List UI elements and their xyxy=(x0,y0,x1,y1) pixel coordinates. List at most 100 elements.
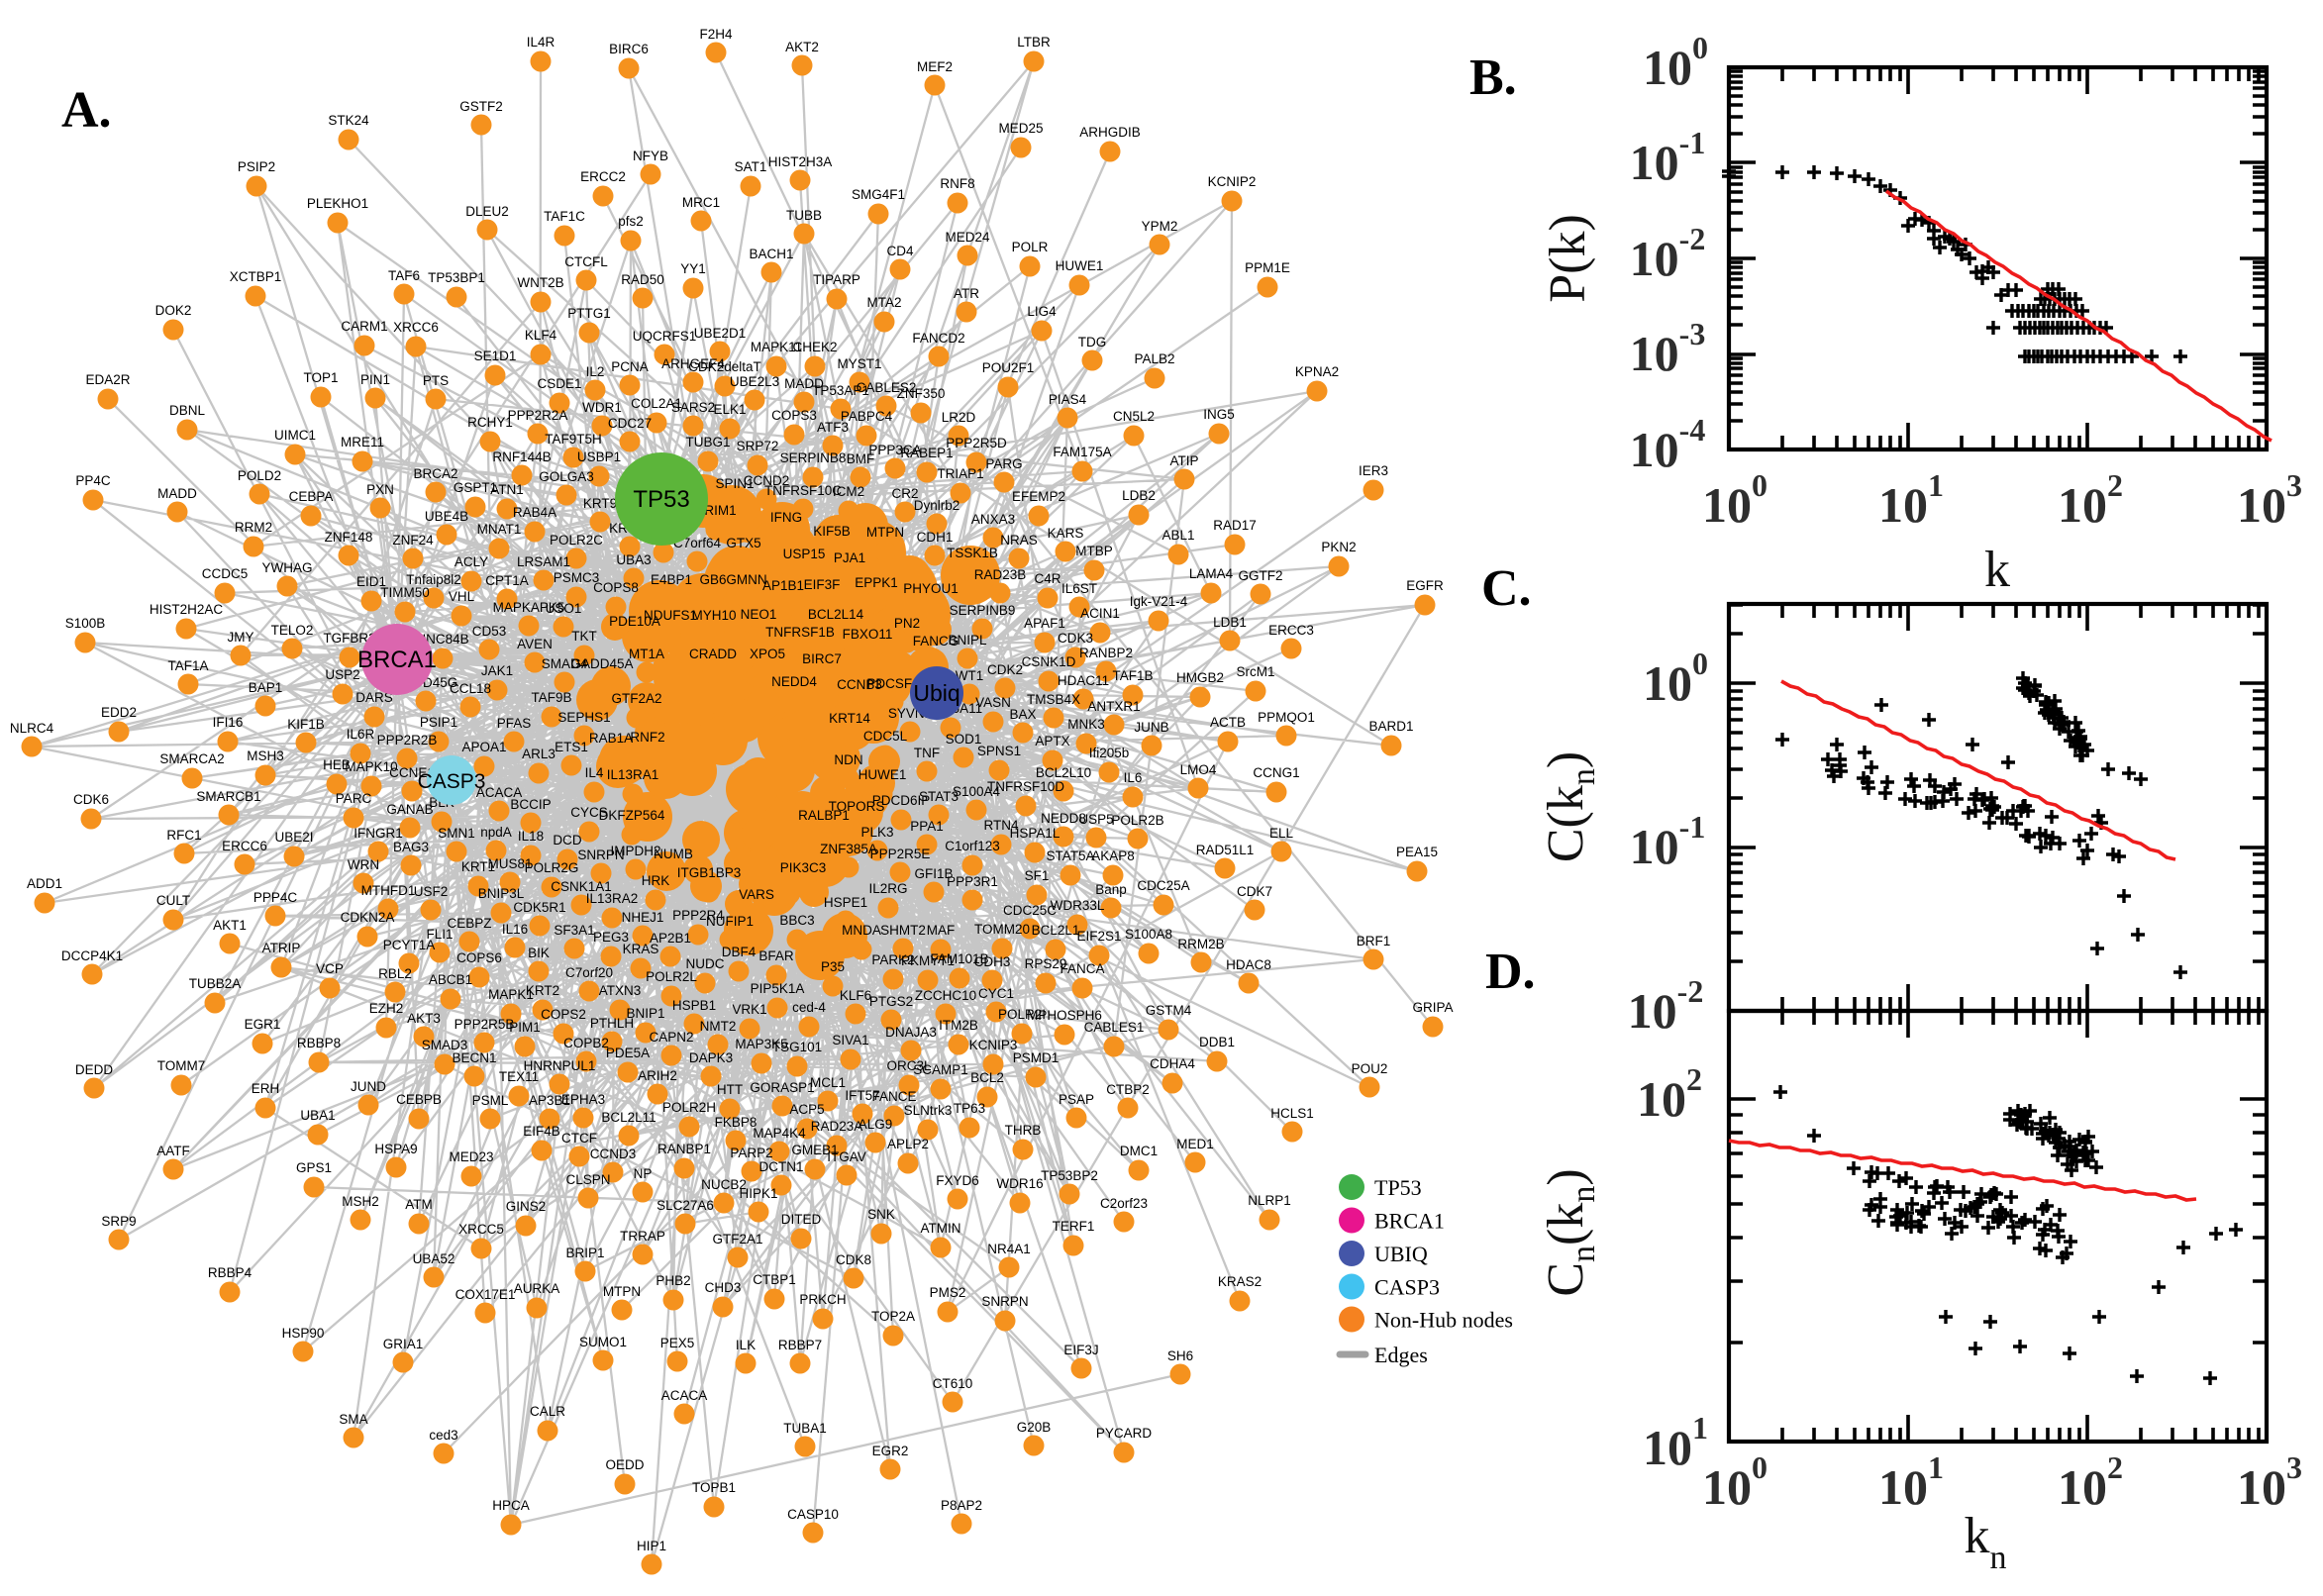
svg-text:DCD: DCD xyxy=(553,833,581,848)
svg-text:ERH: ERH xyxy=(252,1081,280,1096)
svg-text:TAF6: TAF6 xyxy=(388,268,420,283)
svg-text:BRCA1: BRCA1 xyxy=(357,647,437,673)
svg-text:CDC25A: CDC25A xyxy=(1137,878,1189,893)
svg-text:PKN2: PKN2 xyxy=(1321,540,1356,554)
svg-text:ARL3: ARL3 xyxy=(522,747,556,761)
svg-text:UBA1: UBA1 xyxy=(300,1108,335,1123)
svg-text:10-4: 10-4 xyxy=(1630,412,1706,477)
svg-text:FANCD2: FANCD2 xyxy=(912,331,964,346)
svg-text:S100A4: S100A4 xyxy=(953,784,1001,799)
svg-text:PIAS4: PIAS4 xyxy=(1049,392,1087,407)
svg-text:BCL2L14: BCL2L14 xyxy=(808,607,864,622)
svg-text:COX17E1: COX17E1 xyxy=(455,1287,516,1302)
svg-text:KRT2: KRT2 xyxy=(526,983,559,998)
svg-text:BCL2L1: BCL2L1 xyxy=(1032,923,1080,938)
svg-text:APAF1: APAF1 xyxy=(1024,616,1065,631)
svg-text:IL13RA1: IL13RA1 xyxy=(607,767,659,782)
svg-text:EFEMP2: EFEMP2 xyxy=(1012,489,1065,504)
svg-text:HIST2H3A: HIST2H3A xyxy=(768,154,833,169)
svg-text:AKAP8: AKAP8 xyxy=(1091,848,1135,863)
svg-text:CDC27: CDC27 xyxy=(608,416,652,431)
svg-text:SLNtrk3: SLNtrk3 xyxy=(904,1103,953,1118)
svg-text:YY1: YY1 xyxy=(680,261,706,276)
svg-text:TAF1A: TAF1A xyxy=(167,658,208,673)
svg-text:SLC27A6: SLC27A6 xyxy=(656,1198,714,1213)
svg-text:ABCB1: ABCB1 xyxy=(429,972,472,987)
svg-text:CAPN2: CAPN2 xyxy=(649,1030,693,1045)
svg-text:PARG: PARG xyxy=(985,456,1022,471)
svg-text:TAF9T5H: TAF9T5H xyxy=(545,432,602,447)
svg-text:TAF9B: TAF9B xyxy=(531,690,571,705)
svg-text:LMO4: LMO4 xyxy=(1180,762,1217,777)
svg-text:BIRC6: BIRC6 xyxy=(609,42,649,56)
svg-text:NDN: NDN xyxy=(834,752,862,767)
svg-text:CCDC5: CCDC5 xyxy=(202,566,249,581)
svg-text:BRCA2: BRCA2 xyxy=(413,466,457,481)
svg-text:GANAB: GANAB xyxy=(386,802,433,817)
svg-text:PIM1: PIM1 xyxy=(509,1020,541,1035)
svg-text:RABEP1: RABEP1 xyxy=(900,446,953,460)
svg-text:EPPK1: EPPK1 xyxy=(855,575,898,590)
svg-text:C2orf23: C2orf23 xyxy=(1100,1196,1148,1211)
svg-text:POLR2L: POLR2L xyxy=(646,969,697,984)
svg-text:HNRNPUL1: HNRNPUL1 xyxy=(524,1058,596,1073)
svg-text:ACP5: ACP5 xyxy=(789,1102,824,1117)
svg-text:RBBP4: RBBP4 xyxy=(208,1265,252,1280)
svg-text:MPHOSPH6: MPHOSPH6 xyxy=(1027,1008,1102,1023)
svg-text:RNF144B: RNF144B xyxy=(492,449,551,464)
svg-text:DNAJA3: DNAJA3 xyxy=(885,1025,937,1040)
svg-text:D.: D. xyxy=(1485,944,1536,1000)
svg-text:MED25: MED25 xyxy=(998,121,1043,136)
svg-text:POLR2I: POLR2I xyxy=(998,1007,1046,1022)
svg-text:GGTF2: GGTF2 xyxy=(1238,568,1282,583)
svg-text:ZCCHC10: ZCCHC10 xyxy=(915,988,976,1003)
svg-text:PJA1: PJA1 xyxy=(834,550,865,565)
svg-text:ITGAV: ITGAV xyxy=(827,1149,866,1164)
svg-text:FKBP8: FKBP8 xyxy=(715,1115,758,1130)
svg-text:APTX: APTX xyxy=(1035,734,1069,748)
svg-text:pfs2: pfs2 xyxy=(618,214,644,229)
svg-text:COPS8: COPS8 xyxy=(593,580,639,595)
svg-text:ANXA3: ANXA3 xyxy=(971,512,1015,527)
svg-text:NUMB: NUMB xyxy=(654,847,693,861)
svg-text:BRCA1: BRCA1 xyxy=(1374,1209,1445,1234)
svg-text:HTT: HTT xyxy=(717,1082,743,1097)
svg-text:USP2: USP2 xyxy=(325,667,359,682)
svg-text:COL2A1: COL2A1 xyxy=(631,396,682,411)
svg-text:CSNK1D: CSNK1D xyxy=(1022,654,1076,669)
svg-text:TNFRSF1B: TNFRSF1B xyxy=(765,625,835,640)
svg-text:Tnfaip8l2: Tnfaip8l2 xyxy=(406,572,461,587)
svg-text:TEX11: TEX11 xyxy=(499,1069,539,1084)
svg-text:TRIAP1: TRIAP1 xyxy=(937,466,983,481)
svg-text:ced3: ced3 xyxy=(429,1428,457,1443)
svg-text:HSPA1L: HSPA1L xyxy=(1010,826,1060,841)
svg-text:DLEU2: DLEU2 xyxy=(465,204,509,219)
svg-text:SRP72: SRP72 xyxy=(737,439,779,453)
svg-text:TNFRSF10D: TNFRSF10D xyxy=(987,779,1064,794)
svg-text:GSPT1: GSPT1 xyxy=(454,480,497,495)
svg-text:VARS: VARS xyxy=(739,887,774,902)
svg-text:LDB1: LDB1 xyxy=(1213,615,1247,630)
svg-text:PTS: PTS xyxy=(423,373,449,388)
svg-text:CHD3: CHD3 xyxy=(705,1280,742,1295)
svg-text:ATRIP: ATRIP xyxy=(262,941,301,955)
svg-text:ACLY: ACLY xyxy=(454,554,488,569)
svg-text:PSIP1: PSIP1 xyxy=(420,715,457,730)
svg-text:PPP3CA: PPP3CA xyxy=(868,443,921,457)
svg-text:MAPKAPK5: MAPKAPK5 xyxy=(493,600,565,615)
svg-text:TOPORS: TOPORS xyxy=(829,799,885,814)
svg-text:CDH3: CDH3 xyxy=(974,954,1011,969)
svg-text:PPP2R5D: PPP2R5D xyxy=(946,436,1007,450)
svg-text:DEDD: DEDD xyxy=(75,1062,114,1077)
svg-text:AKT2: AKT2 xyxy=(785,40,819,54)
svg-text:RANBP2: RANBP2 xyxy=(1079,646,1133,660)
svg-text:PYCARD: PYCARD xyxy=(1096,1426,1153,1441)
svg-text:WNT2B: WNT2B xyxy=(517,275,563,290)
svg-text:MAF: MAF xyxy=(927,923,956,938)
svg-text:PSMD1: PSMD1 xyxy=(1013,1050,1060,1065)
svg-text:MTPN: MTPN xyxy=(603,1284,641,1299)
svg-text:UBA3: UBA3 xyxy=(616,552,651,567)
svg-text:CRADD: CRADD xyxy=(689,647,737,661)
svg-text:TKT: TKT xyxy=(571,629,597,644)
svg-text:DBF4: DBF4 xyxy=(722,945,757,959)
